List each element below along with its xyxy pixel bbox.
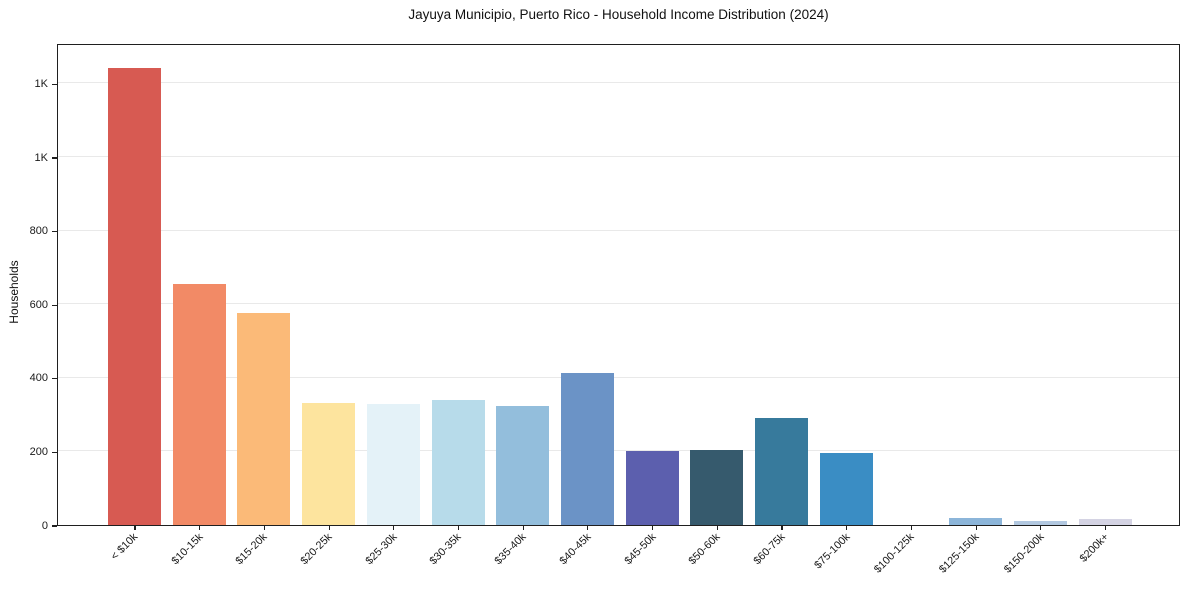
x-tick-mark bbox=[1104, 526, 1107, 530]
y-tick-label: 1K bbox=[34, 151, 48, 164]
x-tick-label: $150-200k bbox=[1001, 531, 1047, 576]
x-tick-label: $45-50k bbox=[621, 531, 659, 568]
x-tick-mark bbox=[1040, 526, 1042, 530]
x-tick-mark bbox=[587, 526, 589, 530]
bar bbox=[625, 451, 679, 525]
bar bbox=[496, 405, 550, 525]
x-tick-label: $40-45k bbox=[557, 531, 594, 568]
bar bbox=[237, 313, 291, 525]
x-tick-mark bbox=[522, 526, 524, 530]
x-tick-mark bbox=[328, 526, 330, 530]
x-tick-mark bbox=[846, 526, 848, 530]
x-tick-label: $60-75k bbox=[751, 531, 788, 568]
bar bbox=[172, 283, 226, 525]
x-tick-label: $200k+ bbox=[1077, 531, 1111, 565]
bar bbox=[108, 67, 161, 525]
x-tick-mark bbox=[263, 526, 265, 530]
x-tick-mark bbox=[910, 526, 912, 530]
x-tick-label: $75-100k bbox=[811, 531, 853, 572]
x-tick-mark bbox=[781, 526, 783, 530]
gridline bbox=[58, 450, 1179, 452]
x-tick-mark bbox=[716, 526, 718, 530]
y-tick-mark bbox=[52, 525, 57, 527]
bar bbox=[302, 403, 356, 525]
x-tick-label: < $10k bbox=[108, 531, 141, 563]
gridline bbox=[58, 229, 1179, 231]
y-tick-label: 200 bbox=[29, 445, 48, 458]
bar bbox=[819, 453, 873, 525]
x-tick-mark bbox=[199, 526, 201, 530]
y-tick-mark bbox=[52, 157, 57, 159]
y-tick-mark bbox=[52, 83, 57, 86]
x-tick-mark bbox=[652, 526, 654, 530]
x-tick-label: $10-15k bbox=[169, 531, 206, 568]
x-tick-label: $50-60k bbox=[686, 531, 723, 568]
y-axis-title: Households bbox=[7, 260, 21, 324]
x-tick-mark bbox=[975, 526, 977, 530]
x-tick-label: $125-150k bbox=[937, 531, 982, 576]
gridline bbox=[58, 156, 1179, 158]
y-tick-label: 1K bbox=[34, 77, 48, 90]
y-tick-label: 600 bbox=[29, 298, 48, 311]
bar bbox=[1078, 519, 1132, 525]
y-tick-label: 800 bbox=[29, 225, 48, 238]
bar bbox=[949, 518, 1003, 525]
y-tick-label: 400 bbox=[29, 372, 48, 385]
y-tick-mark bbox=[52, 304, 57, 306]
x-tick-mark bbox=[457, 526, 460, 530]
x-tick-label: $15-20k bbox=[233, 531, 270, 568]
bar bbox=[1013, 520, 1067, 525]
x-tick-label: $100-125k bbox=[872, 531, 917, 576]
chart-title: Jayuya Municipio, Puerto Rico - Househol… bbox=[408, 7, 829, 22]
x-tick-mark bbox=[393, 526, 395, 530]
x-tick-label: $35-40k bbox=[492, 531, 529, 568]
x-tick-label: $30-35k bbox=[427, 531, 464, 568]
y-tick-mark bbox=[52, 451, 57, 453]
x-tick-label: $25-30k bbox=[363, 531, 400, 568]
bar bbox=[431, 400, 485, 525]
bar bbox=[366, 404, 420, 525]
y-tick-label: 0 bbox=[41, 519, 48, 532]
y-tick-mark bbox=[52, 231, 57, 233]
gridline bbox=[58, 82, 1179, 84]
gridline bbox=[58, 376, 1179, 378]
plot-area bbox=[57, 44, 1180, 526]
y-tick-mark bbox=[52, 378, 57, 380]
bar bbox=[690, 449, 744, 525]
x-tick-label: $20-25k bbox=[298, 531, 335, 568]
bar bbox=[560, 372, 614, 525]
bar bbox=[755, 417, 808, 525]
gridline bbox=[58, 303, 1179, 305]
x-tick-mark bbox=[134, 526, 136, 530]
